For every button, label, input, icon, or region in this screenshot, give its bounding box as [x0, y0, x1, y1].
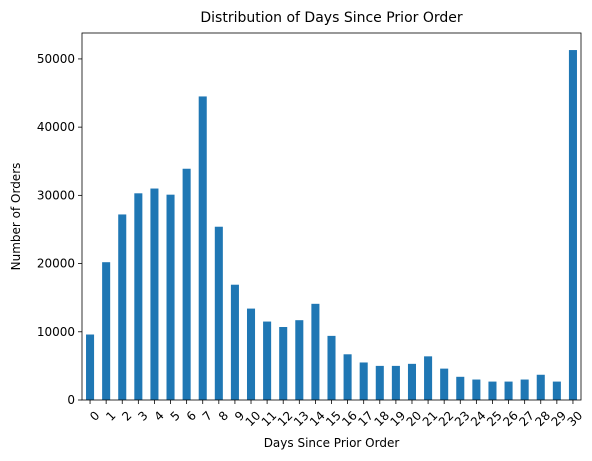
bar-26: [504, 381, 513, 400]
bar-0: [86, 334, 95, 400]
bar-27: [520, 379, 529, 400]
x-tick-label: 5: [168, 408, 183, 423]
x-tick-label: 7: [200, 408, 215, 423]
y-tick-label: 20000: [37, 257, 75, 271]
bar-11: [263, 321, 272, 400]
y-tick-label: 30000: [37, 188, 75, 202]
bar-14: [311, 303, 320, 400]
bar-13: [295, 320, 304, 400]
y-tick-label: 50000: [37, 52, 75, 66]
x-tick-label: 6: [184, 408, 199, 423]
chart-title: Distribution of Days Since Prior Order: [200, 10, 463, 26]
bar-8: [214, 226, 223, 400]
bar-16: [343, 354, 352, 400]
bar-10: [246, 308, 256, 400]
bar-4: [150, 188, 159, 400]
y-axis-ticks: 0 10000 20000 30000 40000 50000: [37, 52, 82, 407]
x-tick-label: 8: [216, 408, 231, 423]
bar-5: [166, 194, 175, 400]
bar-23: [456, 376, 465, 400]
x-axis-label: Days Since Prior Order: [264, 436, 400, 450]
bars-group: [86, 50, 577, 401]
x-tick-label: 30: [565, 408, 586, 429]
bar-21: [424, 356, 433, 400]
x-tick-label: 3: [135, 408, 150, 423]
x-axis-ticks: 0 1 2 3 4 5 6 7 8 9101112131415161718192021222324…: [87, 400, 585, 429]
bar-6: [182, 168, 191, 400]
plot-frame: [81, 32, 582, 401]
x-tick-label: 4: [151, 408, 166, 423]
y-tick-label: 0: [67, 393, 75, 407]
y-axis-label: Number of Orders: [9, 163, 23, 271]
bar-25: [488, 381, 497, 400]
bar-19: [391, 365, 400, 400]
bar-22: [440, 368, 449, 400]
bar-17: [359, 362, 368, 400]
bar-9: [230, 284, 239, 400]
bar-1: [102, 262, 111, 400]
y-tick-label: 40000: [37, 120, 75, 134]
bar-30: [568, 50, 577, 401]
bar-24: [472, 379, 481, 400]
bar-15: [327, 335, 336, 400]
bar-12: [279, 327, 288, 400]
bar-20: [407, 363, 417, 400]
bar-2: [118, 214, 127, 400]
x-tick-label: 2: [119, 408, 134, 423]
x-tick-label: 1: [103, 408, 118, 423]
bar-29: [552, 381, 561, 400]
bar-7: [198, 96, 207, 400]
bar-18: [375, 365, 384, 400]
x-tick-label: 0: [87, 408, 102, 423]
y-tick-label: 10000: [37, 325, 75, 339]
bar-3: [134, 193, 143, 400]
bar-28: [536, 374, 545, 400]
